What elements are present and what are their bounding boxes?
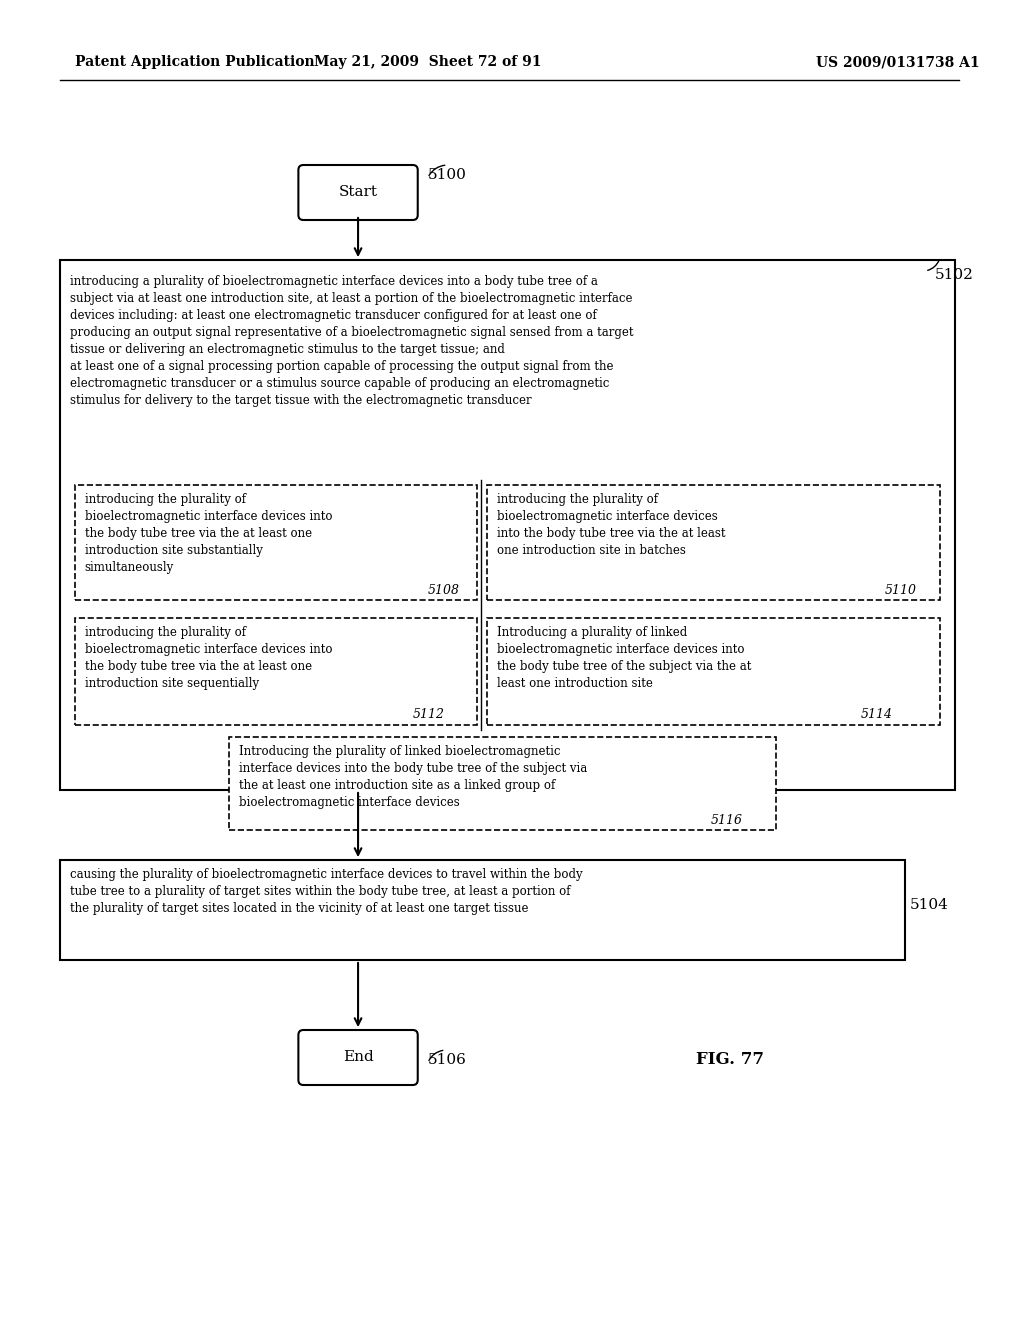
Text: Start: Start xyxy=(339,185,378,199)
Text: Introducing a plurality of linked
bioelectromagnetic interface devices into
the : Introducing a plurality of linked bioele… xyxy=(498,626,752,690)
Text: introducing a plurality of bioelectromagnetic interface devices into a body tube: introducing a plurality of bioelectromag… xyxy=(70,275,633,407)
Bar xyxy=(487,618,940,725)
Text: 5116: 5116 xyxy=(711,813,743,826)
Bar xyxy=(75,618,477,725)
Bar xyxy=(75,484,477,601)
Text: 5108: 5108 xyxy=(428,583,460,597)
Text: 5104: 5104 xyxy=(910,898,949,912)
Text: Introducing the plurality of linked bioelectromagnetic
interface devices into th: Introducing the plurality of linked bioe… xyxy=(239,744,587,809)
Text: introducing the plurality of
bioelectromagnetic interface devices into
the body : introducing the plurality of bioelectrom… xyxy=(85,492,332,574)
FancyBboxPatch shape xyxy=(298,1030,418,1085)
Text: 5110: 5110 xyxy=(885,583,918,597)
Text: 5100: 5100 xyxy=(428,168,467,182)
Bar xyxy=(59,260,954,789)
Text: US 2009/0131738 A1: US 2009/0131738 A1 xyxy=(815,55,979,69)
Bar xyxy=(487,484,940,601)
Text: introducing the plurality of
bioelectromagnetic interface devices
into the body : introducing the plurality of bioelectrom… xyxy=(498,492,726,557)
Text: 5112: 5112 xyxy=(413,709,444,722)
Text: FIG. 77: FIG. 77 xyxy=(696,1052,764,1068)
FancyBboxPatch shape xyxy=(298,165,418,220)
Text: End: End xyxy=(343,1049,374,1064)
Bar xyxy=(228,737,776,830)
Text: Patent Application Publication: Patent Application Publication xyxy=(75,55,314,69)
Bar xyxy=(59,861,905,960)
Text: 5114: 5114 xyxy=(860,709,892,722)
Text: 5106: 5106 xyxy=(428,1053,467,1067)
Text: introducing the plurality of
bioelectromagnetic interface devices into
the body : introducing the plurality of bioelectrom… xyxy=(85,626,332,690)
Text: causing the plurality of bioelectromagnetic interface devices to travel within t: causing the plurality of bioelectromagne… xyxy=(70,869,583,915)
Text: 5102: 5102 xyxy=(935,268,974,282)
Text: May 21, 2009  Sheet 72 of 91: May 21, 2009 Sheet 72 of 91 xyxy=(314,55,542,69)
